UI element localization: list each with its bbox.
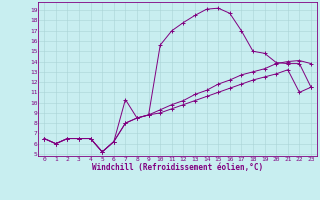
X-axis label: Windchill (Refroidissement éolien,°C): Windchill (Refroidissement éolien,°C) [92,163,263,172]
